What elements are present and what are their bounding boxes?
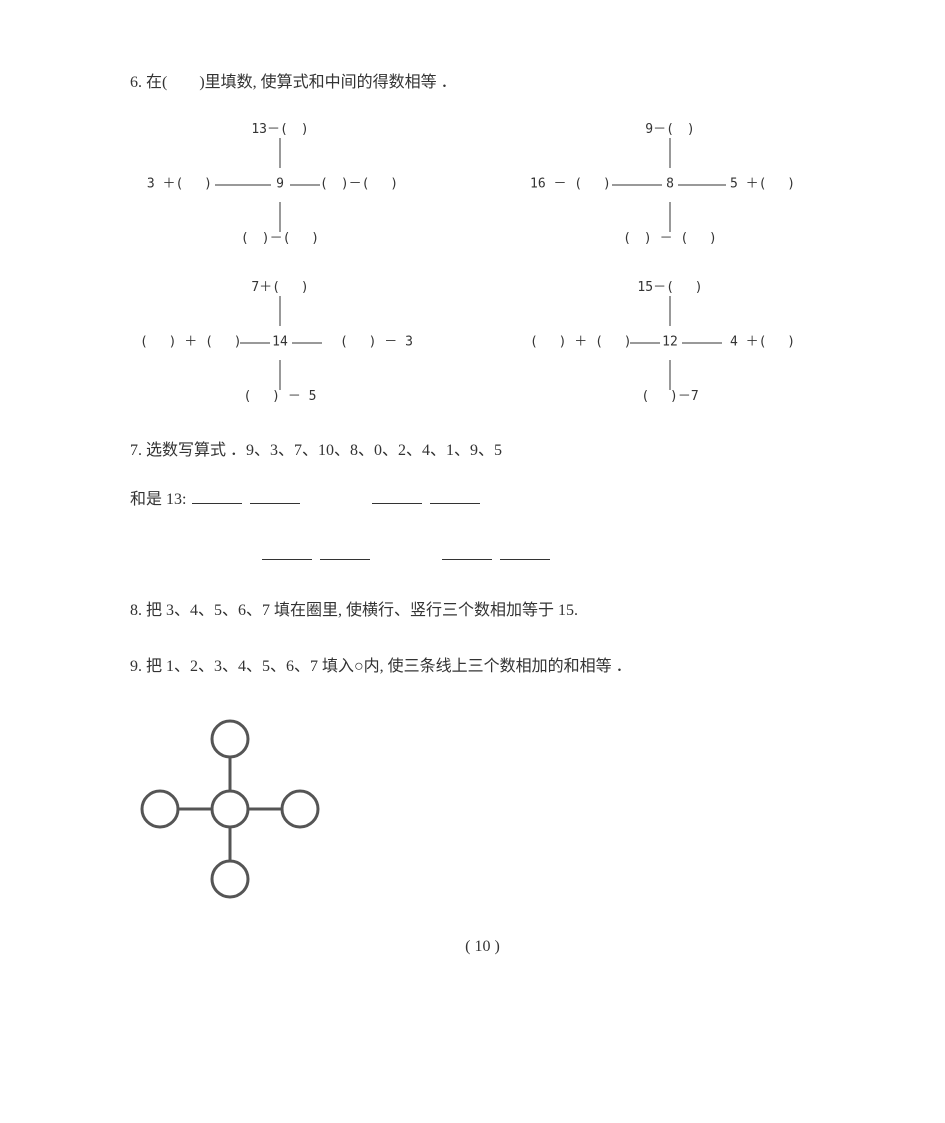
q6-number: 6. [130, 74, 142, 91]
cross-left: ( ) ＋ ( ) [530, 332, 630, 353]
cross-diagram-4: 15－( ) ( ) ＋ ( ) 12 4 ＋( ) ( )－7 [530, 278, 810, 408]
h-line [612, 184, 662, 185]
cross-left: 16 － ( ) [530, 174, 610, 195]
cross-right: 4 ＋( ) [730, 332, 810, 353]
fill-blank[interactable] [192, 487, 242, 504]
fill-blank[interactable] [250, 487, 300, 504]
cross-bottom: ( ) － 5 [244, 387, 317, 408]
cross-center: 12 [662, 332, 678, 353]
h-line [682, 342, 722, 343]
v-line [670, 360, 671, 390]
cross-diagram-3: 7＋( ) ( ) ＋ ( ) 14 ( ) － 3 ( ) － 5 [140, 278, 420, 408]
cross-bottom: ( )－7 [641, 387, 698, 408]
q6-body: 在( )里填数, 使算式和中间的得数相等 ． [146, 74, 457, 91]
q8-body: 把 3、4、5、6、7 填在圈里, 使横行、竖行三个数相加等于 15. [146, 602, 578, 619]
cross-row-1: 13－( ) 3 ＋( ) 9 ( )－( ) ( )－( ) 9－( ) 16… [130, 120, 835, 250]
cross-left: 3 ＋( ) [140, 174, 212, 195]
cross-center: 9 [276, 174, 284, 195]
question-6-text: 6. 在( )里填数, 使算式和中间的得数相等 ． [130, 70, 835, 96]
h-line [215, 184, 271, 185]
cross-bottom: ( ) － ( ) [623, 229, 717, 250]
cross-left: ( ) ＋ ( ) [140, 332, 240, 353]
v-line [280, 296, 281, 326]
v-line [670, 138, 671, 168]
h-line [290, 184, 320, 185]
h-line [630, 342, 660, 343]
circle-diagram [130, 704, 330, 904]
question-7-text: 7. 选数写算式 ．9、3、7、10、8、0、2、4、1、9、5 [130, 438, 835, 464]
cross-diagram-2: 9－( ) 16 － ( ) 8 5 ＋( ) ( ) － ( ) [530, 120, 810, 250]
fill-blank[interactable] [262, 543, 312, 560]
question-6: 6. 在( )里填数, 使算式和中间的得数相等 ． 13－( ) 3 ＋( ) … [130, 70, 835, 408]
question-8-text: 8. 把 3、4、5、6、7 填在圈里, 使横行、竖行三个数相加等于 15. [130, 598, 835, 624]
q7-blanks-line-2 [130, 543, 835, 569]
question-9: 9. 把 1、2、3、4、5、6、7 填入○内, 使三条线上三个数相加的和相等 … [130, 654, 835, 904]
cross-center: 8 [666, 174, 674, 195]
cross-right: ( ) － 3 [340, 332, 420, 353]
question-9-text: 9. 把 1、2、3、4、5、6、7 填入○内, 使三条线上三个数相加的和相等 … [130, 654, 835, 680]
q7-prefix: 和是 13: [130, 491, 186, 508]
v-line [670, 296, 671, 326]
fill-blank[interactable] [320, 543, 370, 560]
q9-diagram-wrapper [130, 704, 835, 904]
cross-right: 5 ＋( ) [730, 174, 810, 195]
q7-number: 7. [130, 442, 142, 459]
cross-center: 14 [272, 332, 288, 353]
page-number: ( 10 ) [130, 934, 835, 960]
fill-blank[interactable] [372, 487, 422, 504]
cross-bottom: ( )－( ) [241, 229, 319, 250]
q7-body: 选数写算式 ．9、3、7、10、8、0、2、4、1、9、5 [146, 442, 502, 459]
q9-number: 9. [130, 658, 142, 675]
fill-blank[interactable] [442, 543, 492, 560]
cross-diagram-1: 13－( ) 3 ＋( ) 9 ( )－( ) ( )－( ) [140, 120, 420, 250]
question-7: 7. 选数写算式 ．9、3、7、10、8、0、2、4、1、9、5 和是 13: [130, 438, 835, 569]
fill-blank[interactable] [430, 487, 480, 504]
question-8: 8. 把 3、4、5、6、7 填在圈里, 使横行、竖行三个数相加等于 15. [130, 598, 835, 624]
v-line [670, 202, 671, 232]
q7-blanks-line-1: 和是 13: [130, 487, 835, 513]
v-line [280, 138, 281, 168]
v-line [280, 360, 281, 390]
v-line [280, 202, 281, 232]
h-line [292, 342, 322, 343]
fill-blank[interactable] [500, 543, 550, 560]
q9-body: 把 1、2、3、4、5、6、7 填入○内, 使三条线上三个数相加的和相等 ． [146, 658, 632, 675]
h-line [678, 184, 726, 185]
q8-number: 8. [130, 602, 142, 619]
cross-right: ( )－( ) [320, 174, 420, 195]
cross-row-2: 7＋( ) ( ) ＋ ( ) 14 ( ) － 3 ( ) － 5 15－( … [130, 278, 835, 408]
h-line [240, 342, 270, 343]
